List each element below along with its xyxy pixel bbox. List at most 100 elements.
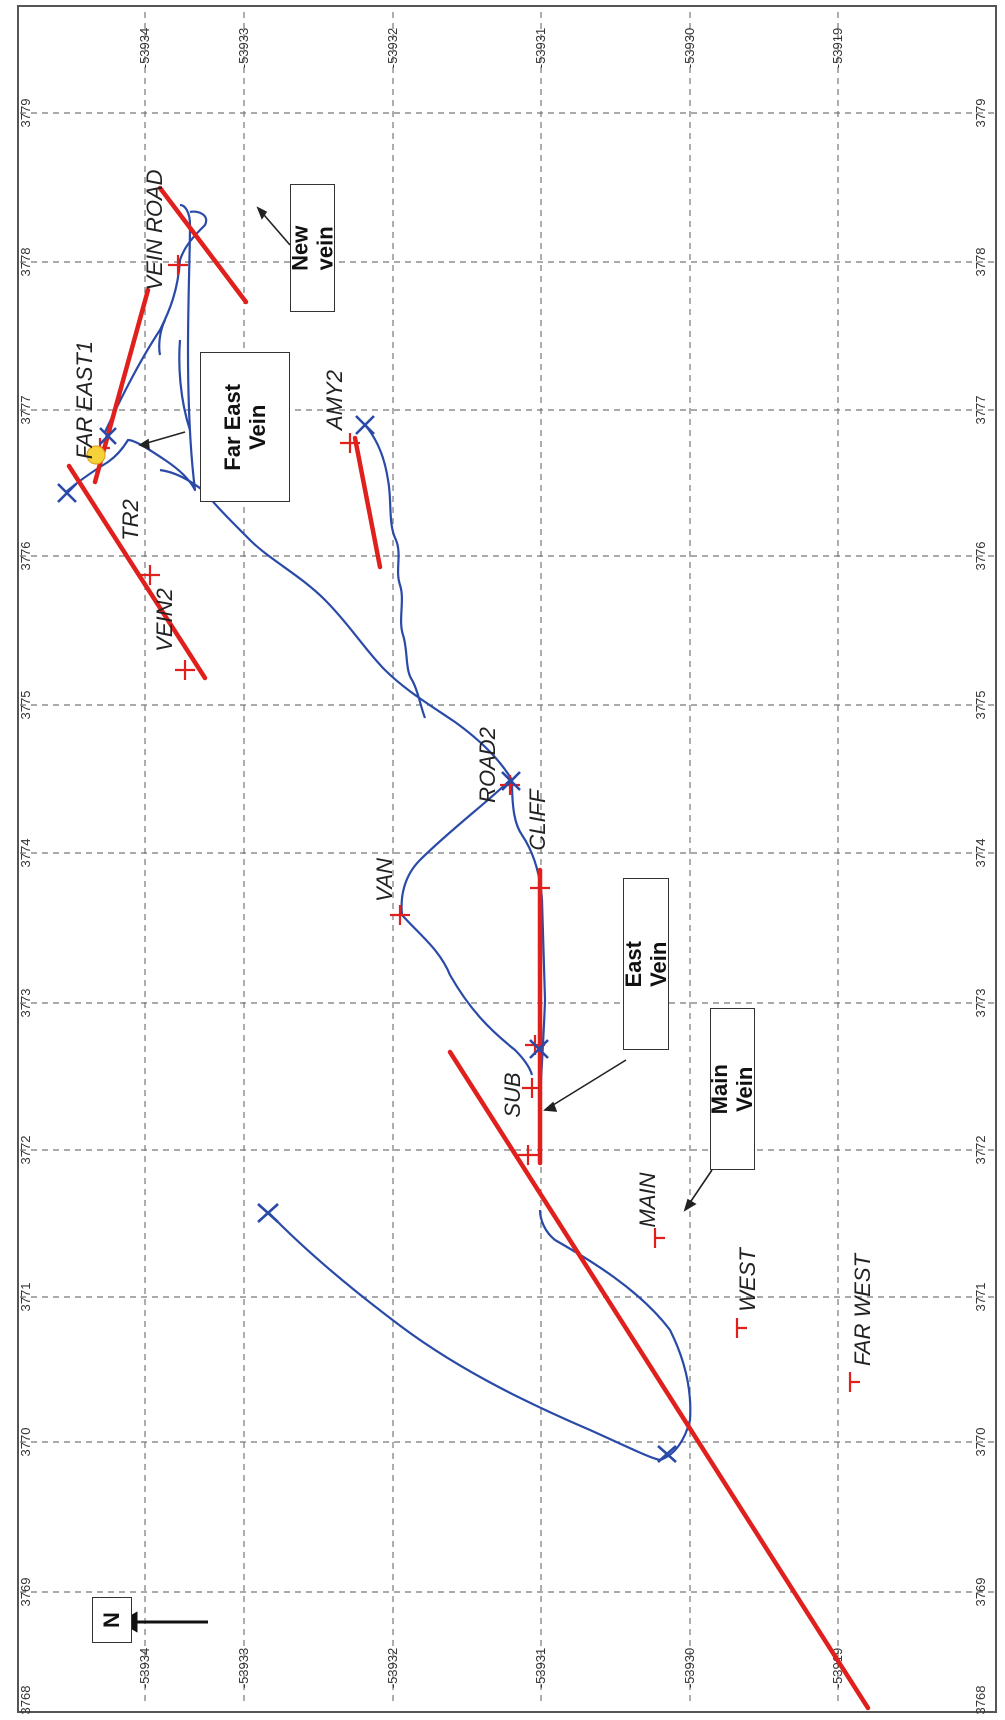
marker-main [653, 1228, 665, 1248]
northing-tick-label-right: -53933 [236, 28, 251, 68]
easting-tick-label-top: 3779 [18, 99, 33, 128]
x-marker-main [657, 1445, 677, 1463]
easting-tick-label-top: 3772 [18, 1136, 33, 1165]
amy-vein-line [352, 435, 383, 570]
site-label-cliff: CLIFF [525, 788, 550, 851]
easting-tick-label-top: 3771 [18, 1283, 33, 1312]
marker-vein2 [175, 660, 195, 680]
marker-far-west [848, 1372, 860, 1392]
site-label-west: WEST [735, 1247, 760, 1312]
easting-tick-label-top: 3778 [18, 248, 33, 277]
site-labels: FAR WEST WEST MAIN CLIFF ROAD2 AMY2 VEIN2 TR2 FA… [72, 169, 875, 1366]
easting-tick-label-bottom: 3772 [973, 1136, 988, 1165]
new-vein-line [157, 185, 249, 305]
callout-far-east-vein: Far East Vein [200, 352, 290, 502]
easting-tick-label-bottom: 3771 [973, 1283, 988, 1312]
callout-far-east-vein-text: Far East Vein [219, 383, 270, 471]
easting-tick-labels-top: 3768 3769 3770 3771 3772 3773 3774 3775 3776 3777… [18, 99, 33, 1715]
x-marker-amy [355, 415, 375, 435]
callout-new-vein-text: New vein [287, 225, 338, 271]
callout-east-vein: East Vein [620, 878, 672, 1050]
northing-tick-label-left: -53933 [236, 1648, 251, 1688]
easting-tick-label-top: 3777 [18, 396, 33, 425]
blue-x-markers [57, 415, 677, 1463]
x-marker-east [529, 1039, 549, 1059]
callout-main-vein: Main Vein [707, 1008, 758, 1170]
trace-van-loop [400, 779, 534, 1076]
site-label-road2: ROAD2 [475, 727, 500, 803]
vein-lines [66, 185, 871, 1711]
survey-traces [65, 203, 692, 1462]
marker-west [735, 1318, 747, 1338]
x-marker-tr [57, 483, 77, 503]
map-border [17, 5, 997, 1713]
easting-tick-label-top: 3768 [18, 1686, 33, 1715]
northing-tick-label-right: -53934 [137, 28, 152, 68]
x-marker-west-start [257, 1203, 279, 1223]
trace-vein-road [104, 210, 208, 433]
easting-tick-label-top: 3775 [18, 691, 33, 720]
northing-tick-label-left: -53932 [385, 1648, 400, 1688]
site-label-vein2: VEIN2 [152, 588, 177, 652]
arrow-head-far-east-vein [138, 438, 150, 451]
easting-tick-label-bottom: 3778 [973, 248, 988, 277]
easting-tick-label-top: 3769 [18, 1578, 33, 1607]
easting-tick-label-top: 3776 [18, 542, 33, 571]
northing-tick-labels-left: -53934 -53933 -53932 -53931 -53930 -53919 [137, 1648, 845, 1688]
callout-arrows [138, 206, 713, 1212]
x-marker-far-east [99, 427, 117, 445]
trace-north-branch [158, 319, 192, 431]
site-label-sub: SUB [500, 1072, 525, 1117]
north-label-box: N [92, 1597, 132, 1643]
callout-new-vein: New vein [287, 184, 338, 312]
northing-tick-label-right: -53932 [385, 28, 400, 68]
easting-tick-label-top: 3770 [18, 1428, 33, 1457]
marker-east-2 [522, 1078, 542, 1098]
marker-vein-road [168, 255, 188, 275]
callout-east-vein-text: East Vein [620, 940, 672, 988]
marker-van [390, 905, 410, 925]
site-label-van: VAN [372, 858, 397, 902]
far-east-vein-line-1 [66, 463, 208, 681]
x-marker-road [501, 771, 521, 791]
arrow-head-east-vein [543, 1101, 558, 1112]
easting-tick-label-bottom: 3770 [973, 1428, 988, 1457]
trace-far-east-loop [65, 203, 197, 493]
northing-tick-label-right: -53930 [682, 28, 697, 68]
easting-tick-label-bottom: 3775 [973, 691, 988, 720]
easting-tick-label-bottom: 3776 [973, 542, 988, 571]
easting-tick-label-top: 3773 [18, 989, 33, 1018]
callout-main-vein-text: Main Vein [707, 1063, 758, 1115]
easting-tick-label-bottom: 3777 [973, 396, 988, 425]
main-vein-line [447, 1049, 871, 1711]
easting-tick-label-bottom: 3768 [973, 1686, 988, 1715]
northing-tick-label-left: -53930 [682, 1648, 697, 1688]
marker-amy [340, 433, 360, 453]
site-label-tr2: TR2 [118, 499, 143, 541]
northing-tick-label-right: -53919 [830, 28, 845, 68]
easting-tick-labels-bottom: 3768 3769 3770 3771 3772 3773 3774 3775 3776 3777… [973, 99, 988, 1715]
north-arrow [118, 1611, 208, 1633]
grid-easting-lines [20, 112, 994, 1593]
north-label: N [98, 1612, 124, 1628]
site-label-farcast: FAR EAST1 [72, 341, 97, 459]
trace-west-loop [267, 1209, 692, 1462]
site-label-vein-road: VEIN ROAD [142, 169, 167, 290]
easting-tick-label-bottom: 3774 [973, 839, 988, 868]
easting-tick-label-bottom: 3773 [973, 989, 988, 1018]
easting-tick-label-top: 3774 [18, 839, 33, 868]
trace-road-to-tr [159, 468, 513, 781]
trace-main-to-cliff [510, 779, 547, 1140]
northing-tick-label-right: -53931 [533, 28, 548, 68]
easting-tick-label-bottom: 3769 [973, 1578, 988, 1607]
marker-road [500, 775, 520, 795]
trace-amy-branch [364, 424, 427, 719]
northing-tick-labels-right: -53934 -53933 -53932 -53931 -53930 -53919 [137, 28, 845, 68]
marker-tr2 [140, 565, 160, 585]
northing-tick-label-left: -53931 [533, 1648, 548, 1688]
highlight-dot [86, 445, 106, 465]
marker-cliff [530, 878, 550, 898]
site-label-main: MAIN [635, 1172, 660, 1227]
